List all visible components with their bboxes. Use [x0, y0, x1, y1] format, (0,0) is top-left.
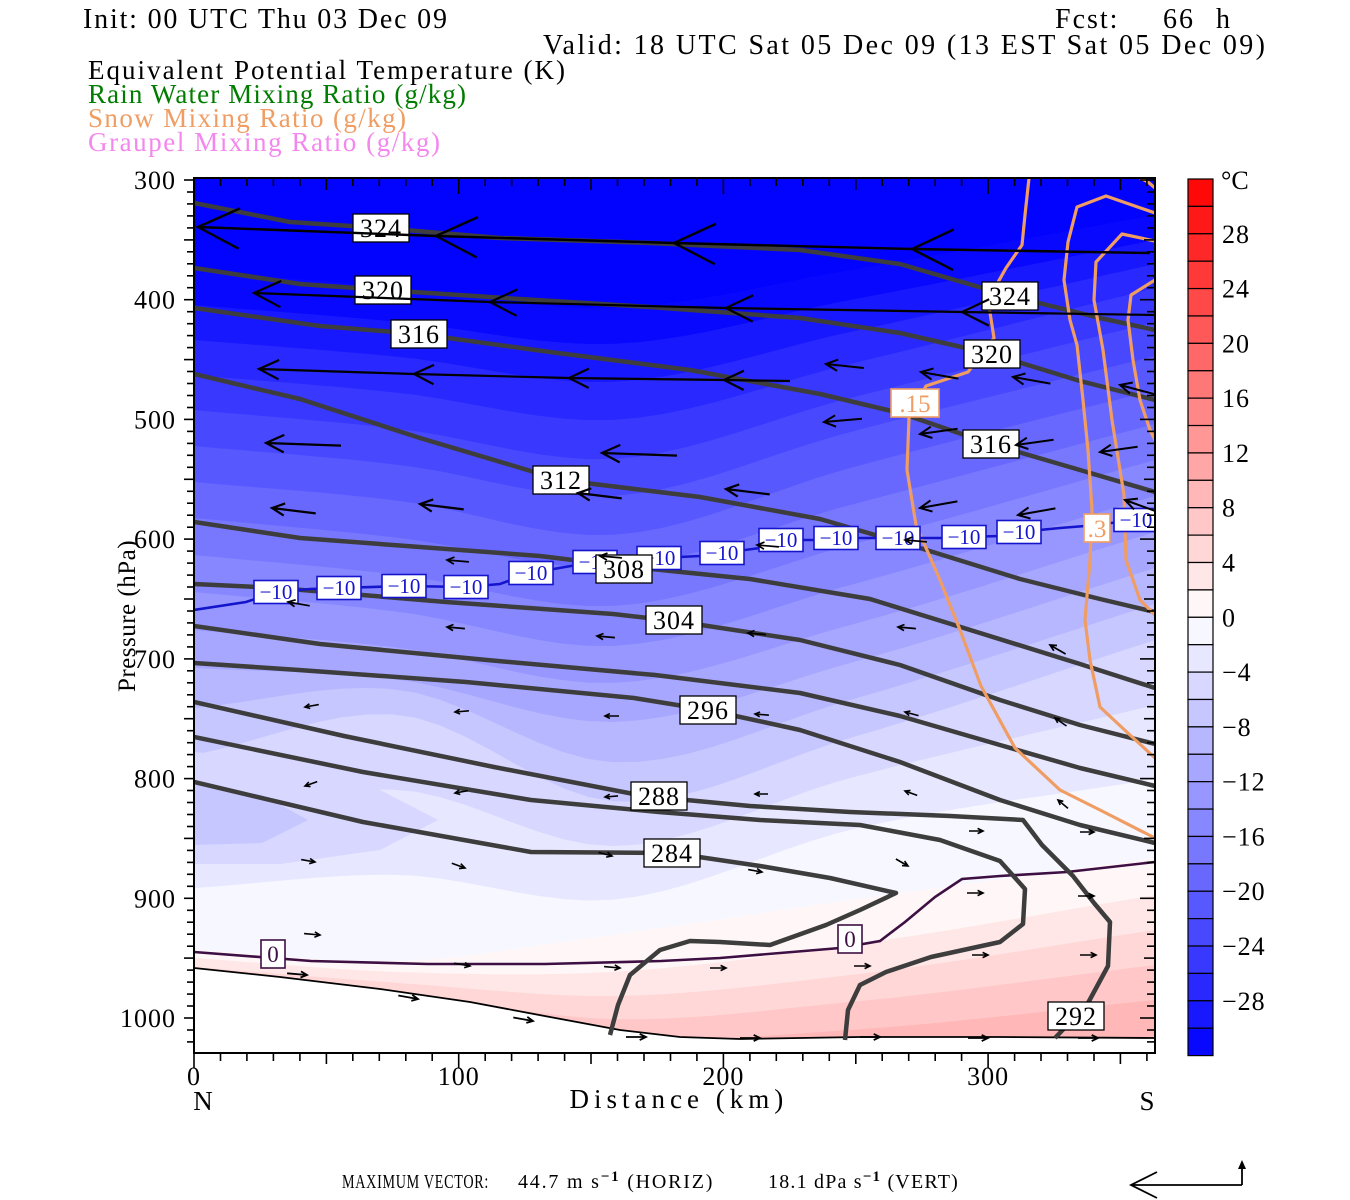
- svg-text:−10: −10: [948, 525, 981, 549]
- svg-text:20: 20: [1222, 329, 1250, 358]
- svg-text:−10: −10: [1003, 520, 1036, 544]
- svg-text:8: 8: [1222, 494, 1236, 523]
- svg-text:.3: .3: [1088, 516, 1107, 543]
- svg-text:−12: −12: [1222, 768, 1266, 797]
- svg-text:−10: −10: [323, 576, 356, 600]
- svg-text:312: 312: [540, 466, 582, 495]
- svg-text:S: S: [1139, 1086, 1154, 1116]
- svg-text:292: 292: [1055, 1002, 1097, 1031]
- svg-text:N: N: [193, 1086, 213, 1116]
- svg-text:0: 0: [844, 927, 856, 952]
- svg-text:700: 700: [134, 645, 176, 674]
- svg-text:320: 320: [971, 340, 1013, 369]
- svg-text:12: 12: [1222, 439, 1250, 468]
- svg-text:316: 316: [398, 320, 440, 349]
- svg-text:−8: −8: [1222, 713, 1252, 742]
- svg-text:−10: −10: [450, 575, 483, 599]
- svg-text:Graupel Mixing Ratio (g/kg): Graupel Mixing Ratio (g/kg): [88, 127, 441, 157]
- svg-text:°C: °C: [1221, 166, 1249, 195]
- svg-text:900: 900: [134, 884, 176, 913]
- svg-text:−10: −10: [765, 528, 798, 552]
- svg-text:66: 66: [1163, 4, 1195, 35]
- svg-text:−4: −4: [1222, 658, 1252, 687]
- svg-text:Equivalent Potential Temperatu: Equivalent Potential Temperature (K): [88, 55, 566, 85]
- svg-text:304: 304: [653, 606, 695, 635]
- svg-text:Rain Water Mixing Ratio (g/kg): Rain Water Mixing Ratio (g/kg): [88, 79, 467, 109]
- svg-text:−10: −10: [706, 541, 739, 565]
- svg-text:.15: .15: [899, 391, 930, 418]
- svg-text:−16: −16: [1222, 822, 1266, 851]
- svg-text:−20: −20: [1222, 877, 1266, 906]
- svg-text:16: 16: [1222, 384, 1250, 413]
- svg-text:600: 600: [134, 525, 176, 554]
- svg-text:0: 0: [1222, 603, 1236, 632]
- svg-text:Init: 00 UTC Thu 03 Dec 09: Init: 00 UTC Thu 03 Dec 09: [83, 4, 449, 35]
- svg-text:−10: −10: [388, 574, 421, 598]
- svg-text:28: 28: [1222, 220, 1250, 249]
- svg-text:MAXIMUM VECTOR:: MAXIMUM VECTOR:: [342, 1171, 489, 1193]
- svg-text:−28: −28: [1222, 987, 1266, 1016]
- svg-text:288: 288: [638, 782, 680, 811]
- svg-text:324: 324: [989, 282, 1031, 311]
- svg-text:316: 316: [970, 430, 1012, 459]
- svg-text:Distance (km): Distance (km): [570, 1084, 785, 1114]
- svg-text:Pressure (hPa): Pressure (hPa): [114, 540, 141, 692]
- svg-text:300: 300: [134, 166, 176, 195]
- svg-text:0: 0: [187, 1062, 201, 1091]
- svg-text:100: 100: [438, 1062, 480, 1091]
- svg-text:24: 24: [1222, 275, 1250, 304]
- svg-text:h: h: [1216, 4, 1230, 35]
- svg-text:−24: −24: [1222, 932, 1266, 961]
- svg-text:4: 4: [1222, 549, 1236, 578]
- svg-text:284: 284: [651, 839, 693, 868]
- svg-text:400: 400: [134, 286, 176, 315]
- svg-text:324: 324: [360, 214, 402, 243]
- svg-text:200: 200: [702, 1062, 744, 1091]
- svg-text:308: 308: [603, 555, 645, 584]
- svg-text:0: 0: [267, 942, 279, 967]
- svg-text:500: 500: [134, 405, 176, 434]
- svg-text:−10: −10: [260, 580, 293, 604]
- svg-text:−10: −10: [820, 526, 853, 550]
- svg-text:320: 320: [362, 276, 404, 305]
- svg-text:1000: 1000: [120, 1004, 176, 1033]
- svg-text:296: 296: [687, 696, 729, 725]
- svg-text:Valid: 18 UTC Sat 05 Dec 09 (1: Valid: 18 UTC Sat 05 Dec 09 (13 EST Sat …: [543, 30, 1267, 61]
- svg-text:Fcst:: Fcst:: [1055, 4, 1119, 35]
- svg-text:−10: −10: [515, 561, 548, 585]
- svg-text:Snow Mixing Ratio (g/kg): Snow Mixing Ratio (g/kg): [88, 103, 407, 133]
- svg-text:−10: −10: [1120, 508, 1153, 532]
- svg-text:300: 300: [967, 1062, 1009, 1091]
- svg-text:800: 800: [134, 765, 176, 794]
